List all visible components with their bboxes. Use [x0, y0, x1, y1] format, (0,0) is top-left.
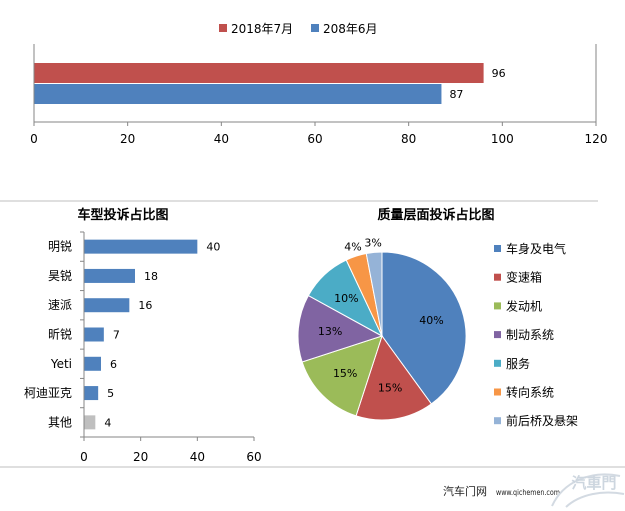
legend-item: 208年6月	[311, 22, 378, 36]
pie-slice	[365, 251, 383, 337]
monthly-comparison-bar-chart: 2018年7月 208年6月 96 87 0 20 40 60 80 100 120	[30, 22, 607, 146]
pie-value-label: 15%	[378, 381, 402, 394]
x-tick-label: 0	[30, 132, 38, 146]
legend-item: 服务	[494, 356, 530, 371]
legend-label: 服务	[506, 356, 530, 371]
bar-value-label: 87	[449, 88, 463, 101]
bar-value-label: 40	[206, 241, 220, 254]
bar-value-label: 7	[113, 329, 120, 342]
model-chart-bars: 40 18 16 7 6 5 4	[84, 239, 220, 430]
bar	[84, 415, 96, 430]
legend-swatch	[311, 24, 319, 32]
legend-label: 前后桥及悬架	[506, 413, 578, 428]
category-label: Yeti	[50, 357, 72, 371]
legend-label: 车身及电气	[506, 241, 566, 256]
top-chart-legend: 2018年7月 208年6月	[219, 22, 378, 36]
quality-complaint-pie-chart: 质量层面投诉占比图 40% 15% 15% 13% 10% 4% 3% 车身及电气变速箱发动…	[297, 207, 578, 428]
x-tick-label: 40	[190, 450, 205, 464]
bar	[84, 298, 130, 313]
bar-value-label: 16	[138, 299, 152, 312]
x-tick-label: 0	[80, 450, 88, 464]
x-tick-label: 100	[491, 132, 514, 146]
pie-value-label: 13%	[318, 325, 342, 338]
x-tick-label: 80	[401, 132, 416, 146]
pie-value-label: 15%	[333, 367, 357, 380]
legend-label: 发动机	[506, 298, 542, 313]
legend-swatch	[494, 273, 501, 281]
legend-item: 车身及电气	[494, 241, 566, 256]
model-chart-x-ticks: 0 20 40 60	[80, 437, 262, 464]
pie-value-label: 4%	[344, 241, 361, 254]
legend-item: 变速箱	[494, 270, 542, 285]
bar	[84, 327, 104, 342]
bar	[34, 63, 484, 83]
bar-value-label: 96	[492, 67, 506, 80]
footer-site-name: 汽车门网	[443, 484, 487, 498]
category-label: 昊锐	[48, 269, 72, 283]
category-label: 昕锐	[48, 328, 72, 342]
bar-value-label: 6	[110, 358, 117, 371]
legend-label: 208年6月	[323, 22, 378, 36]
model-chart-title: 车型投诉占比图	[77, 207, 168, 223]
x-tick-label: 120	[585, 132, 608, 146]
legend-swatch	[494, 359, 501, 367]
x-tick-label: 60	[246, 450, 261, 464]
top-chart-x-ticks: 0 20 40 60 80 100 120	[30, 122, 607, 146]
legend-item: 2018年7月	[219, 22, 293, 36]
legend-swatch	[494, 245, 501, 252]
bar	[84, 268, 135, 283]
category-label: 速派	[48, 298, 72, 312]
footer-url: www.qichemen.com	[496, 488, 560, 497]
car-outline-icon	[551, 473, 621, 507]
legend-label: 变速箱	[506, 270, 542, 285]
legend-swatch	[494, 331, 501, 339]
top-chart-bars: 96 87	[34, 63, 506, 104]
car-outline-icon	[565, 491, 625, 508]
pie-value-label: 3%	[364, 236, 381, 249]
legend-swatch	[494, 302, 501, 310]
pie-slice	[297, 294, 384, 363]
legend-item: 发动机	[494, 298, 542, 313]
x-tick-label: 40	[214, 132, 229, 146]
legend-label: 2018年7月	[231, 22, 293, 36]
pie-chart-title: 质量层面投诉占比图	[377, 207, 494, 223]
legend-label: 制动系统	[506, 328, 554, 342]
watermark-logo-text: 汽車門	[571, 474, 616, 492]
bar-value-label: 5	[107, 387, 114, 400]
bar	[84, 386, 99, 401]
legend-swatch	[494, 417, 501, 425]
legend-label: 转向系统	[506, 385, 554, 400]
watermark-logo: 汽車門	[551, 473, 625, 508]
bar	[34, 84, 442, 104]
model-chart-axes	[80, 231, 254, 438]
legend-swatch	[494, 388, 501, 396]
legend-swatch	[219, 24, 227, 32]
bar-value-label: 4	[104, 416, 111, 429]
x-tick-label: 20	[120, 132, 135, 146]
bar	[84, 356, 101, 371]
bar-value-label: 18	[144, 270, 158, 283]
legend-item: 转向系统	[494, 385, 554, 400]
category-label: 柯迪亚克	[24, 386, 72, 400]
pie-value-labels: 40% 15% 15% 13% 10% 4% 3%	[318, 236, 444, 394]
pie-slices	[297, 251, 467, 421]
legend-item: 制动系统	[494, 328, 554, 342]
pie-value-label: 40%	[419, 314, 443, 327]
footer: 汽车门网 www.qichemen.com 汽車門	[443, 473, 625, 508]
legend-item: 前后桥及悬架	[494, 413, 578, 428]
pie-slice	[381, 251, 467, 405]
category-label: 其他	[48, 415, 72, 429]
pie-slice	[355, 334, 433, 421]
pie-value-label: 10%	[334, 292, 358, 305]
category-label: 明锐	[48, 240, 72, 254]
bar	[84, 239, 198, 254]
x-tick-label: 20	[133, 450, 148, 464]
x-tick-label: 60	[307, 132, 322, 146]
